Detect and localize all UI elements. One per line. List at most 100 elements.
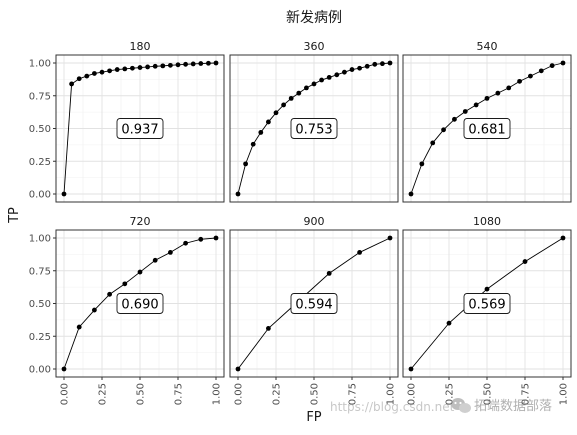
roc-point (213, 60, 219, 66)
roc-point (175, 62, 181, 68)
x-tick-label: 0.00 (407, 383, 418, 405)
roc-point (387, 235, 393, 241)
y-tick-label: 0.50 (29, 124, 51, 135)
wechat-icon (451, 398, 471, 413)
roc-point (349, 67, 355, 72)
roc-point (538, 68, 544, 74)
roc-point (334, 72, 340, 78)
roc-point (506, 85, 512, 91)
panel-border (402, 54, 572, 203)
panel-border (229, 54, 399, 203)
roc-point (137, 65, 143, 70)
y-tick-label: 1.00 (29, 59, 51, 70)
auc-label-box (116, 293, 164, 314)
roc-point (84, 73, 90, 79)
roc-point (484, 95, 490, 101)
roc-point (372, 61, 378, 67)
y-tick-label: 0.50 (29, 299, 51, 310)
x-tick-label: 0.00 (234, 383, 245, 405)
x-tick-label: 0.25 (445, 383, 456, 405)
facet-strip-label: 180 (130, 40, 151, 53)
roc-point (357, 250, 362, 255)
x-tick-label: 1.00 (212, 383, 223, 405)
roc-point (441, 127, 446, 133)
roc-point (288, 95, 294, 101)
roc-point (452, 116, 457, 122)
y-axis-label: TP (7, 207, 22, 224)
roc-point (560, 235, 566, 241)
roc-point (522, 259, 528, 264)
auc-label: 0.690 (121, 298, 158, 313)
roc-point (517, 78, 522, 84)
roc-point (342, 69, 347, 75)
roc-point (183, 240, 189, 246)
facet-panel-360: 360 0.753 (229, 40, 399, 203)
roc-point (152, 257, 158, 263)
roc-point (319, 77, 324, 83)
roc-point (213, 235, 219, 241)
y-tick-label: 0.75 (29, 91, 51, 102)
roc-point (281, 102, 286, 108)
x-tick-label: 0.50 (310, 383, 321, 405)
roc-point (473, 102, 479, 108)
auc-label: 0.569 (468, 298, 505, 313)
x-tick-label: 0.75 (521, 383, 532, 405)
roc-point (107, 68, 112, 74)
auc-label-box (116, 118, 164, 139)
facet-strip-label: 540 (477, 40, 498, 53)
roc-point (168, 62, 173, 68)
facet-panels: 180 0.00 0.25 0.50 0.75 1.00 0.937 360 0.753 540 0… (29, 40, 572, 405)
roc-point (446, 320, 452, 326)
roc-point (122, 66, 128, 72)
x-tick-label: 0.75 (348, 383, 359, 405)
auc-label-box (290, 118, 338, 139)
facet-panel-1080: 1080 0.00 0.25 0.50 0.75 1.00 0.569 (402, 215, 572, 405)
roc-point (69, 81, 74, 87)
facet-strip-label: 720 (130, 215, 151, 228)
roc-point (528, 73, 533, 79)
auc-label-box (290, 293, 338, 314)
roc-point (430, 140, 436, 146)
roc-point (408, 191, 414, 197)
x-tick-label: 1.00 (386, 383, 397, 405)
x-tick-label: 1.00 (559, 383, 570, 405)
roc-point (250, 141, 256, 147)
roc-point (326, 75, 332, 80)
roc-point (190, 61, 196, 67)
roc-point (76, 76, 82, 82)
roc-point (206, 60, 211, 66)
y-tick-label: 0.75 (29, 266, 51, 277)
roc-point (137, 269, 143, 275)
roc-point (145, 64, 151, 70)
roc-point (484, 286, 490, 292)
watermark-url: https://blog.csdn.net (330, 400, 455, 414)
facet-strip-label: 360 (304, 40, 325, 53)
roc-point (495, 90, 501, 96)
roc-point (198, 61, 204, 66)
roc-point (408, 366, 414, 372)
roc-point (560, 60, 566, 66)
y-tick-label: 1.00 (29, 234, 51, 245)
roc-point (311, 81, 317, 87)
facet-strip-label: 900 (304, 215, 325, 228)
auc-label-box (463, 293, 511, 314)
auc-label: 0.753 (295, 123, 332, 138)
auc-label: 0.594 (295, 298, 332, 313)
y-tick-label: 0.00 (29, 190, 51, 201)
roc-point (160, 63, 166, 69)
roc-point (61, 191, 67, 197)
roc-point (380, 61, 385, 67)
roc-point (266, 119, 271, 125)
y-tick-label: 0.25 (29, 332, 51, 343)
roc-point (266, 325, 271, 331)
chart-title: 新发病例 (286, 10, 342, 26)
roc-point (549, 63, 555, 69)
roc-point (92, 71, 97, 76)
roc-point (168, 250, 173, 255)
roc-point (61, 366, 67, 372)
x-tick-label: 0.00 (60, 383, 71, 405)
watermark-brand: 拓端数据部落 (474, 399, 552, 414)
facet-strip-label: 1080 (473, 215, 501, 228)
facet-panel-540: 540 0.681 (402, 40, 572, 203)
